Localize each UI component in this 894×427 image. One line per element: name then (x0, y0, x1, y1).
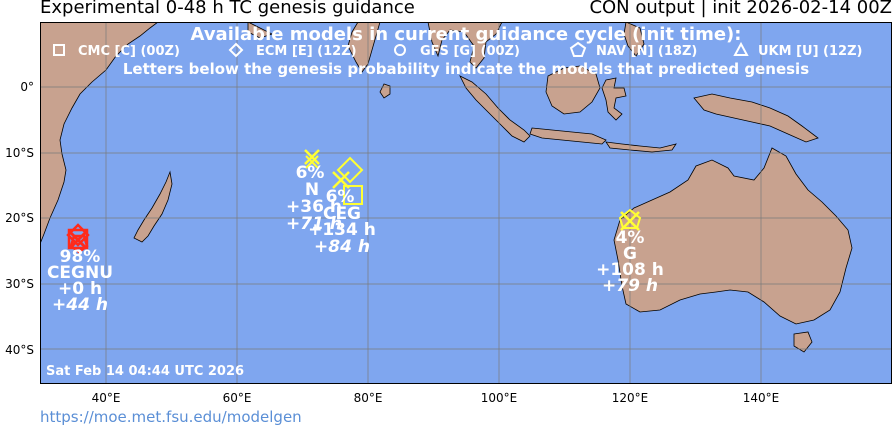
lon-label-80e: 80°E (353, 391, 383, 405)
lead-time-italic: +79 h (602, 276, 658, 296)
lead-time: +36 h (286, 197, 342, 217)
system-3-markers (332, 156, 364, 205)
x-marker (620, 211, 640, 231)
legend-cmc: CMC [C] (00Z) (78, 44, 180, 59)
x-marker (68, 230, 88, 250)
sumatra (459, 75, 531, 143)
lat-label-30s: 30°S (5, 277, 34, 291)
pentagon-icon (569, 41, 587, 57)
philippines (623, 22, 645, 57)
india (347, 22, 381, 73)
sulawesi (601, 77, 627, 121)
probability: 98% (60, 247, 101, 267)
x-marker (332, 171, 350, 189)
diamond-icon (228, 42, 244, 58)
map-panel: Available models in current guidance cyc… (40, 22, 892, 384)
circle-icon (394, 44, 406, 56)
borneo (545, 65, 601, 115)
legend-ukm: UKM [U] (12Z) (758, 44, 862, 59)
system-labels: 98% CEGNU +0 h +44 h 6% N +36 h +71 h 6%… (47, 163, 664, 315)
map-frame (40, 22, 892, 384)
lat-label-20s: 20°S (5, 211, 34, 225)
lon-label-60e: 60°E (222, 391, 252, 405)
lon-label-140e: 140°E (742, 391, 780, 405)
legend-ecm: ECM [E] (12Z) (256, 44, 357, 59)
system-2-label: 6% N +36 h +71 h (286, 163, 342, 234)
timestamp: Sat Feb 14 04:44 UTC 2026 (46, 364, 244, 379)
legend: Available models in current guidance cyc… (53, 24, 862, 78)
model-letters: N (305, 180, 319, 200)
probability: 6% (326, 187, 355, 207)
tasmania (793, 331, 813, 353)
mainland-asia (427, 22, 503, 69)
lon-label-100e: 100°E (480, 391, 518, 405)
lead-time-italic: +84 h (314, 237, 370, 257)
legend-gfs: GFS [G] (00Z) (420, 44, 520, 59)
model-letters: CEGNU (47, 263, 113, 283)
system-4-label: 4% G +108 h +79 h (596, 228, 664, 296)
system-4-markers (618, 208, 642, 231)
source-link[interactable]: https://moe.met.fsu.edu/modelgen (40, 408, 302, 426)
java (529, 127, 607, 145)
system-3-label: 6% CEG +134 h +84 h (308, 187, 376, 257)
diamond-marker (336, 156, 364, 184)
arabia (247, 22, 274, 39)
map-title: Experimental 0-48 h TC genesis guidance (40, 0, 415, 18)
probability: 4% (616, 228, 645, 248)
legend-nav: NAV [N] (18Z) (596, 44, 697, 59)
africa (40, 22, 159, 245)
model-letters: CEG (323, 204, 361, 224)
x-marker (304, 149, 320, 165)
genesis-markers (66, 149, 642, 254)
square-marker (343, 185, 363, 205)
legend-note: Letters below the genesis probability in… (123, 60, 809, 78)
graticule (40, 22, 892, 384)
square-marker (67, 228, 89, 250)
square-icon (53, 44, 65, 56)
system-1-markers (66, 223, 90, 254)
lat-label-0: 0° (20, 80, 34, 94)
lead-time: +0 h (58, 279, 102, 299)
lat-label-10s: 10°S (5, 146, 34, 160)
lead-time: +108 h (596, 260, 664, 280)
lead-time-italic: +71 h (286, 214, 342, 234)
run-info: CON output | init 2026-02-14 00Z (589, 0, 892, 18)
system-2-markers (304, 149, 320, 169)
land (40, 22, 853, 353)
lat-label-40s: 40°S (5, 343, 34, 357)
lon-label-120e: 120°E (611, 391, 649, 405)
legend-heading: Available models in current guidance cyc… (191, 24, 742, 45)
system-1-label: 98% CEGNU +0 h +44 h (47, 247, 113, 315)
sri-lanka (379, 83, 391, 99)
triangle-icon (733, 41, 749, 56)
x-marker (305, 155, 319, 169)
lead-time: +134 h (308, 220, 376, 240)
probability: 6% (296, 163, 325, 183)
lead-time-italic: +44 h (52, 295, 108, 315)
new-guinea (693, 93, 819, 143)
australia (613, 147, 853, 325)
pentagon-marker (618, 208, 642, 229)
model-letters: G (623, 244, 637, 264)
lesser-sunda (605, 141, 677, 153)
lon-label-40e: 40°E (91, 391, 121, 405)
madagascar (133, 170, 173, 243)
